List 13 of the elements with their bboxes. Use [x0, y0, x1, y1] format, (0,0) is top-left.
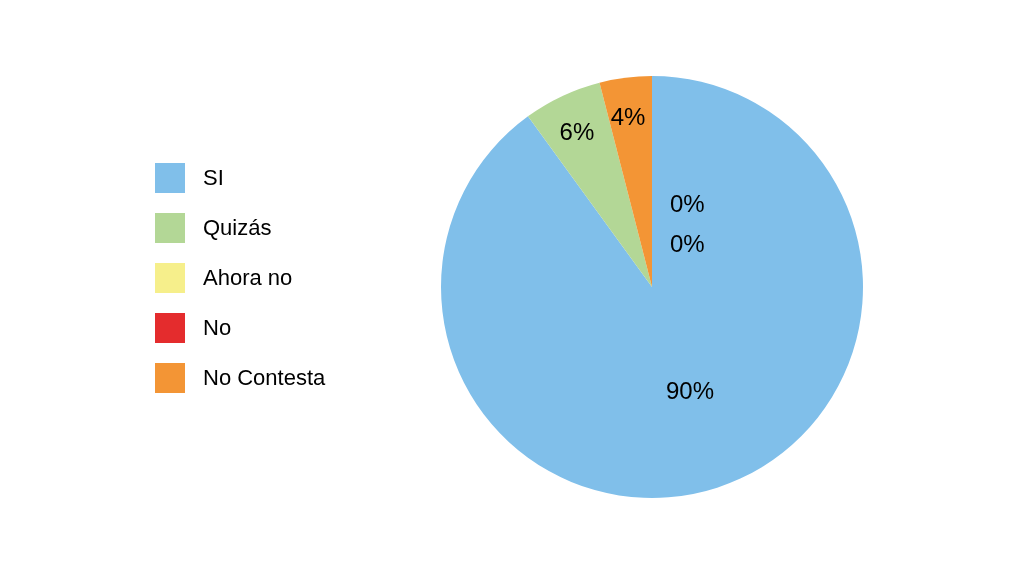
data-label: 4% — [610, 103, 646, 131]
legend-label: No Contesta — [203, 365, 327, 390]
pie-slice — [527, 82, 652, 287]
legend-label: Quizás — [203, 215, 272, 240]
text: 0% — [670, 230, 705, 257]
data-label: 6% — [559, 118, 595, 146]
legend-label: No — [203, 315, 232, 340]
pie-slice — [441, 76, 863, 498]
legend-label: Ahora no — [203, 265, 293, 290]
pie-slice — [599, 76, 652, 287]
legend-label: SI — [203, 165, 224, 190]
text: 0% — [670, 190, 705, 217]
data-label: 90% — [665, 376, 715, 404]
